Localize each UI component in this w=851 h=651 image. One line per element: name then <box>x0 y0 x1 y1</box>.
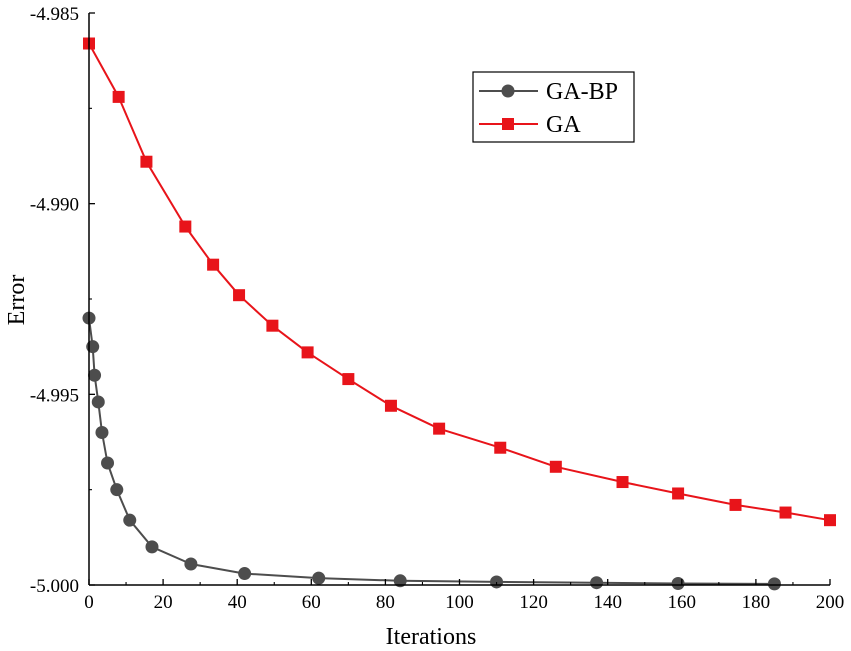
x-tick-label: 20 <box>154 592 173 613</box>
legend: GA-BP GA <box>472 71 635 143</box>
data-point-ga-bp <box>312 571 326 585</box>
data-point-ga <box>549 460 562 473</box>
x-tick-label: 80 <box>376 592 395 613</box>
data-point-ga-bp <box>767 577 781 591</box>
data-point-ga-bp <box>184 557 198 571</box>
data-point-ga-bp <box>145 540 159 554</box>
series-line-ga <box>88 43 831 522</box>
x-tick-label: 140 <box>593 592 622 613</box>
data-point-ga <box>494 441 507 454</box>
data-point-ga <box>140 155 153 168</box>
plot-area <box>82 37 836 591</box>
x-tick-label: 160 <box>668 592 697 613</box>
x-tick-label: 180 <box>742 592 771 613</box>
data-point-ga <box>616 476 629 489</box>
x-tick-label: 200 <box>816 592 845 613</box>
x-tick-label: 100 <box>445 592 474 613</box>
data-point-ga-bp <box>88 368 102 382</box>
x-axis-title: Iterations <box>386 624 477 650</box>
legend-label-ga: GA <box>546 112 581 138</box>
legend-marker-ga <box>502 118 514 130</box>
x-tick-label: 0 <box>84 592 94 613</box>
y-tick-label: -4.985 <box>30 4 79 25</box>
data-point-ga-bp <box>91 395 105 409</box>
legend-marker-ga-bp <box>501 84 515 98</box>
data-point-ga <box>207 258 220 271</box>
data-point-ga <box>342 373 355 386</box>
data-point-ga-bp <box>110 483 124 497</box>
axes: 0 20 40 60 80 100 120 140 160 180 200 -5.000 -4.995 -… <box>30 4 844 613</box>
data-point-ga-bp <box>238 567 252 581</box>
data-point-ga <box>433 422 446 435</box>
x-tick-label: 60 <box>302 592 321 613</box>
y-tick-label: -4.990 <box>30 195 79 216</box>
data-point-ga-bp <box>95 425 109 439</box>
data-point-ga <box>824 514 836 527</box>
data-point-ga-bp <box>86 340 100 354</box>
y-tick-label: -4.995 <box>30 385 79 406</box>
data-point-ga-bp <box>123 513 137 527</box>
data-point-ga <box>233 289 246 302</box>
data-point-ga <box>672 487 685 500</box>
data-point-ga <box>112 90 125 103</box>
data-point-ga <box>301 346 314 359</box>
data-point-ga-bp <box>101 456 115 470</box>
data-point-ga-bp <box>490 575 504 589</box>
series-line-ga-bp <box>88 317 775 585</box>
data-point-ga <box>384 399 397 412</box>
data-point-ga <box>729 498 742 511</box>
data-point-ga <box>179 220 192 233</box>
y-tick-label: -5.000 <box>30 576 79 597</box>
legend-label-ga-bp: GA-BP <box>546 79 618 105</box>
data-point-ga <box>266 319 279 332</box>
y-axis-title: Error <box>4 275 30 326</box>
data-point-ga-bp <box>590 576 604 590</box>
legend-box <box>472 71 635 143</box>
data-point-ga-bp <box>671 576 685 590</box>
data-point-ga-bp <box>393 574 407 588</box>
x-tick-label: 40 <box>228 592 247 613</box>
data-point-ga <box>779 506 792 519</box>
x-tick-label: 120 <box>519 592 548 613</box>
